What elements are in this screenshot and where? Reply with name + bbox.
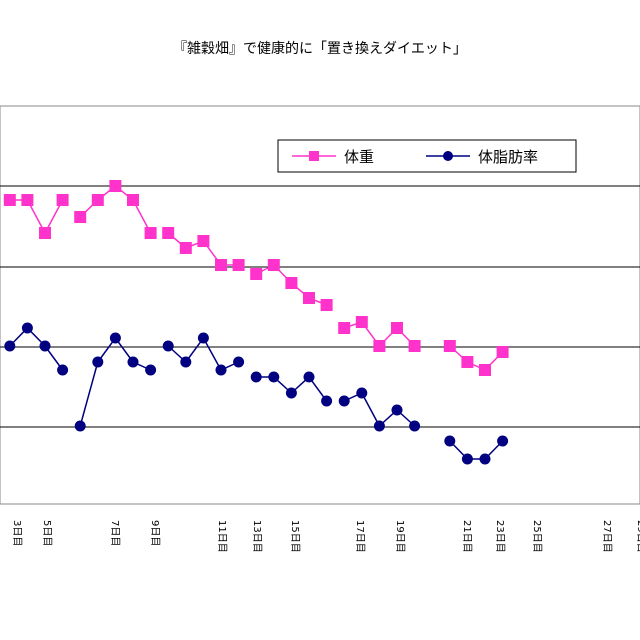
bodyfat-point (92, 356, 104, 368)
bodyfat-point (145, 364, 157, 376)
weight-point (408, 340, 421, 352)
weight-point (56, 194, 69, 206)
weight-point (109, 180, 122, 192)
bodyfat-point (4, 340, 16, 352)
weight-point (215, 259, 227, 271)
x-tick-label: 7日目 (109, 520, 120, 546)
weight-point (267, 259, 280, 271)
bodyfat-point (268, 371, 280, 383)
x-tick-label: 3日目 (11, 520, 22, 546)
bodyfat-point (497, 435, 509, 447)
weight-point (232, 259, 245, 271)
bodyfat-point (250, 371, 262, 383)
weight-point (39, 227, 51, 239)
x-axis: 3日目 5日目 7日目 9日目 11日目 13日目 15日目 17日目 19日目 21日目 23日目… (11, 520, 640, 553)
weight-point (21, 194, 34, 206)
weight-point (197, 235, 210, 247)
x-tick-label: 29日目 (635, 520, 640, 553)
bodyfat-point (461, 453, 473, 465)
x-tick-label: 17日目 (354, 520, 365, 553)
gridlines (0, 185, 640, 428)
x-tick-label: 25日目 (531, 520, 542, 553)
bodyfat-point (479, 453, 491, 465)
legend-label-bodyfat: 体脂肪率 (478, 148, 538, 166)
bodyfat-point (233, 356, 245, 368)
bodyfat-point (21, 322, 33, 334)
bodyfat-point (197, 332, 209, 344)
weight-point (91, 194, 104, 206)
bodyfat-point (39, 340, 51, 352)
bodyfat-point (109, 332, 121, 344)
weight-point (144, 227, 157, 239)
bodyfat-point (391, 404, 403, 416)
bodyfat-point (57, 364, 69, 376)
bodyfat-point (338, 395, 350, 407)
bodyfat-point (303, 371, 315, 383)
legend-circle-marker (443, 151, 453, 161)
chart-title: 『雑穀畑』で健康的に「置き換えダイエット」 (173, 41, 467, 57)
series-line-bodyfat (449, 440, 504, 460)
weight-point (320, 299, 333, 311)
bodyfat-point (373, 420, 385, 432)
bodyfat-point (356, 387, 368, 399)
weight-point (127, 194, 139, 206)
weight-point (338, 322, 351, 334)
bodyfat-point (444, 435, 456, 447)
weight-point (443, 340, 456, 352)
bodyfat-point (321, 395, 333, 407)
x-tick-label: 27日目 (601, 520, 612, 553)
legend: 体重 体脂肪率 (277, 139, 577, 173)
weight-point (391, 322, 403, 334)
x-tick-label: 5日目 (41, 520, 52, 546)
bodyfat-point (127, 356, 139, 368)
weight-point (461, 356, 474, 368)
weight-point (3, 194, 16, 206)
series-layer (3, 180, 509, 465)
x-tick-label: 9日目 (149, 520, 160, 546)
bodyfat-point (409, 420, 421, 432)
weight-point (74, 211, 87, 223)
legend-label-weight: 体重 (344, 148, 374, 166)
bodyfat-point (74, 420, 86, 432)
x-tick-label: 23日目 (494, 520, 505, 553)
x-tick-label: 21日目 (461, 520, 472, 553)
weight-point (250, 268, 263, 280)
x-tick-label: 15日目 (289, 520, 300, 553)
bodyfat-point (215, 364, 227, 376)
weight-point (303, 292, 315, 304)
bodyfat-point (180, 356, 192, 368)
series-line-bodyfat (9, 326, 64, 371)
weight-point (179, 242, 192, 254)
weight-point (373, 340, 386, 352)
series-line-weight (9, 199, 64, 235)
weight-point (479, 364, 491, 376)
weight-point (162, 227, 175, 239)
weight-point (285, 277, 298, 289)
legend-square-marker (309, 151, 319, 161)
bodyfat-point (162, 340, 174, 352)
x-tick-label: 19日目 (394, 520, 405, 553)
bodyfat-point (285, 387, 297, 399)
weight-point (355, 316, 368, 328)
x-tick-label: 13日目 (251, 520, 262, 553)
x-tick-label: 11日目 (216, 520, 227, 553)
series-line-weight (449, 345, 504, 371)
weight-point (496, 346, 509, 358)
